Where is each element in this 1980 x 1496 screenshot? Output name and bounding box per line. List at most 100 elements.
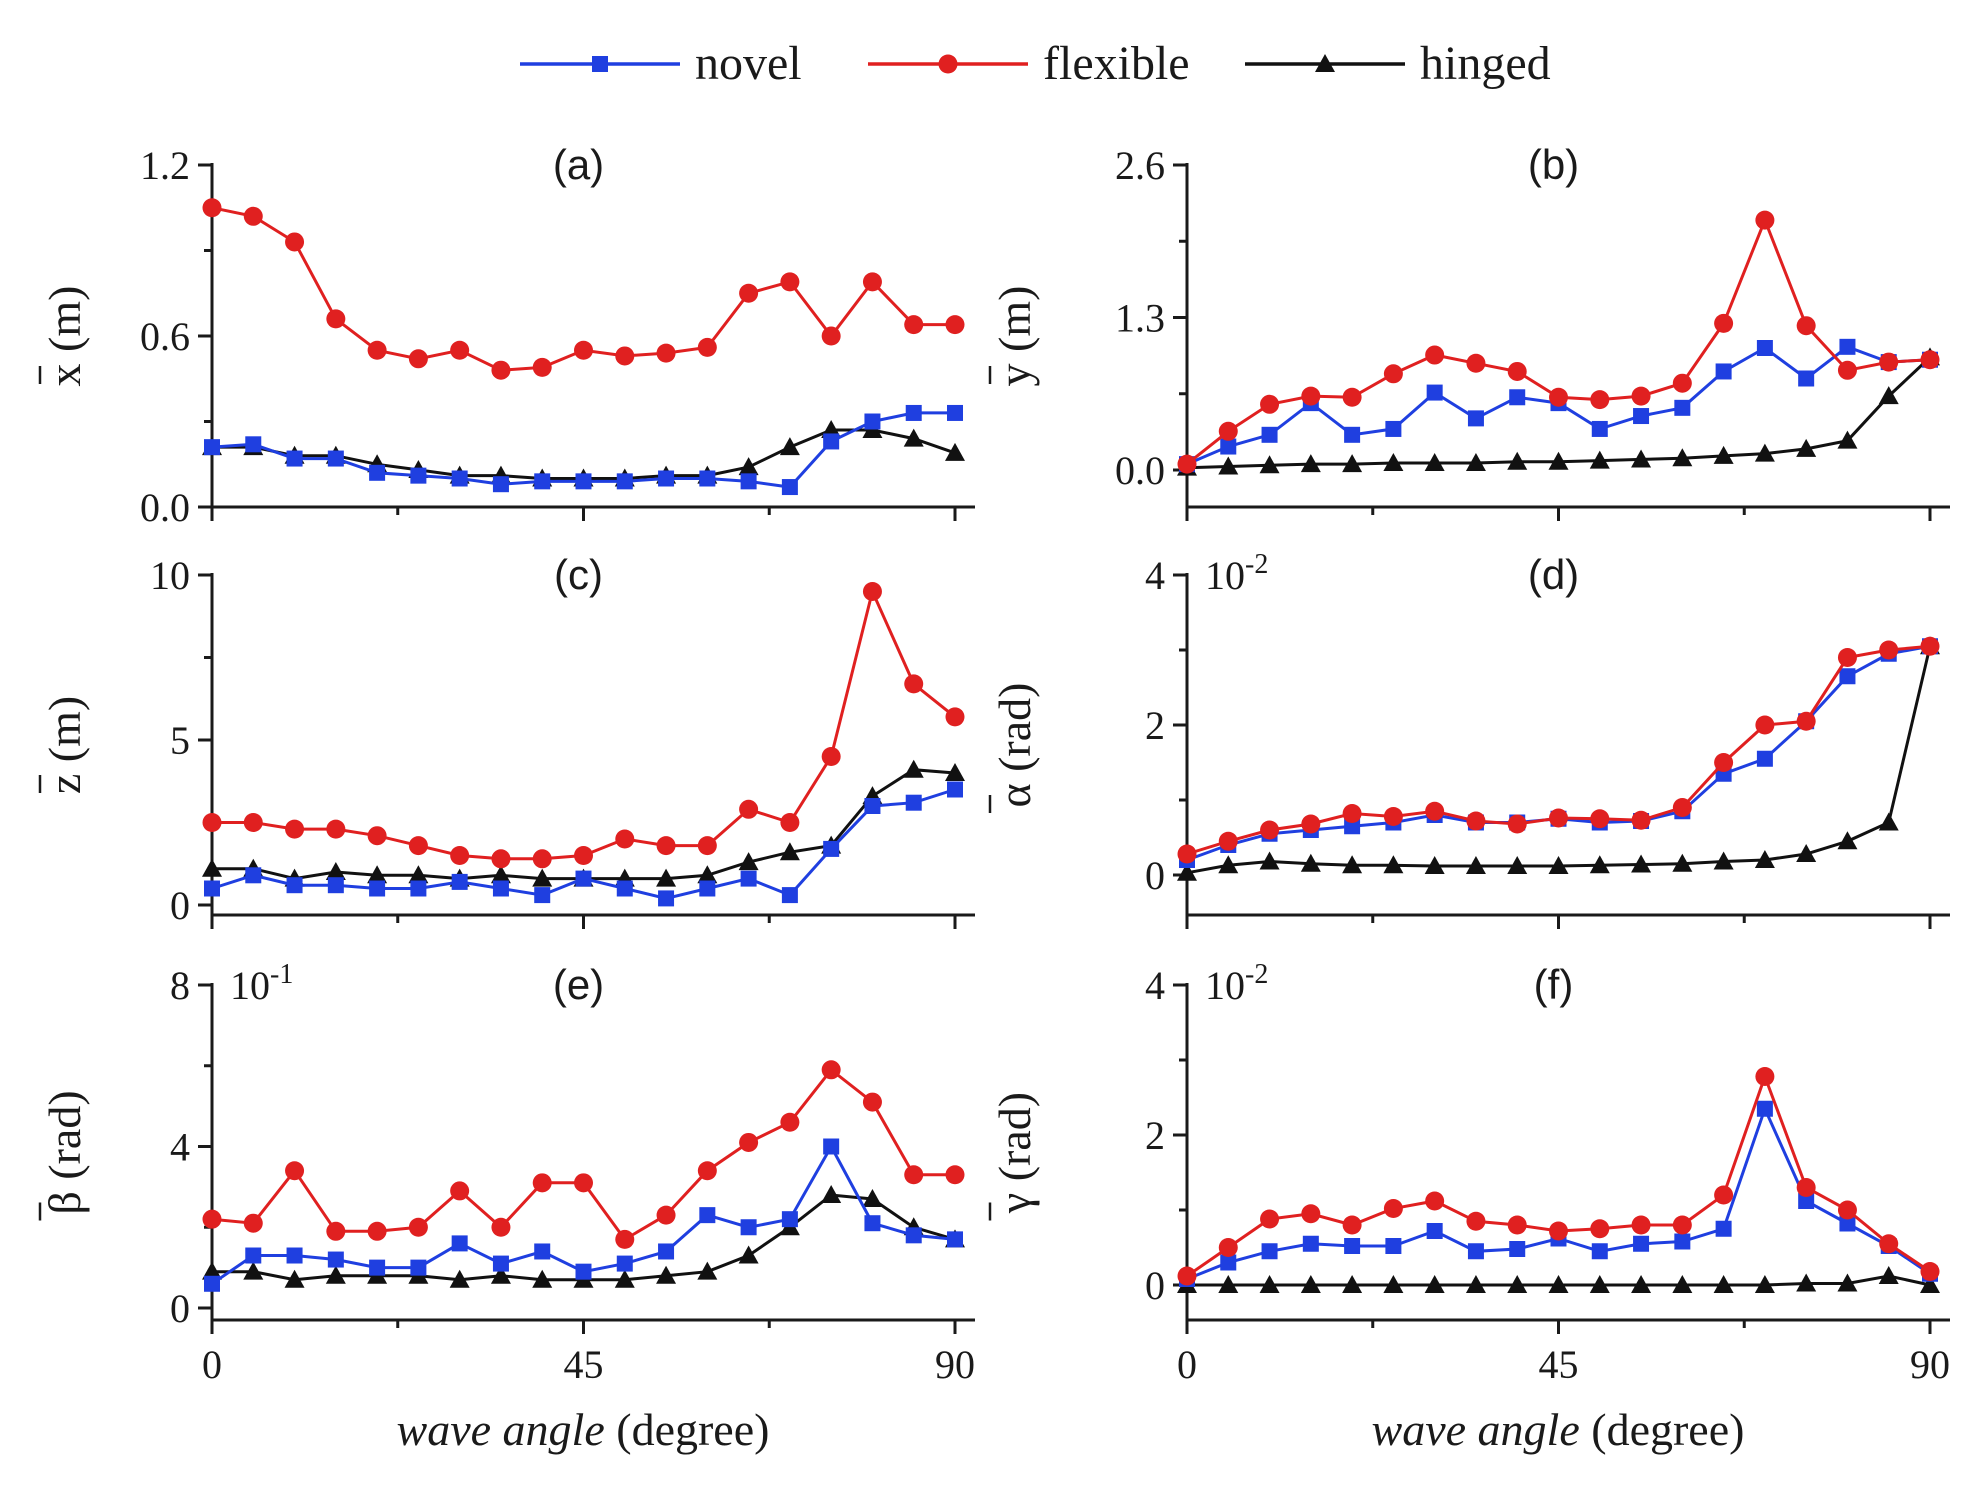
data-point-flexible bbox=[862, 1092, 882, 1112]
data-point-flexible bbox=[1425, 1191, 1445, 1211]
data-point-flexible bbox=[1260, 820, 1280, 840]
data-point-novel bbox=[1385, 1238, 1402, 1254]
data-point-hinged bbox=[697, 1261, 718, 1280]
data-point-novel bbox=[1756, 340, 1773, 356]
data-point-novel bbox=[410, 880, 427, 897]
data-point-flexible bbox=[1425, 801, 1445, 821]
data-point-flexible bbox=[1837, 360, 1857, 380]
data-point-flexible bbox=[326, 309, 346, 329]
data-point-novel bbox=[905, 404, 922, 421]
data-point-novel bbox=[1426, 1223, 1443, 1239]
data-point-flexible bbox=[1590, 1219, 1610, 1239]
data-point-novel bbox=[781, 1211, 798, 1228]
data-point-hinged bbox=[1548, 856, 1569, 874]
data-point-novel bbox=[1591, 420, 1608, 437]
panel-label: (b) bbox=[1528, 141, 1579, 188]
series-hinged bbox=[1177, 347, 1940, 476]
data-point-flexible bbox=[1631, 386, 1651, 406]
data-point-novel bbox=[1756, 750, 1773, 767]
data-point-novel bbox=[864, 413, 881, 430]
data-point-hinged bbox=[532, 1269, 553, 1288]
legend-label-flexible: flexible bbox=[1043, 37, 1190, 90]
data-point-hinged bbox=[1465, 1275, 1486, 1293]
data-point-hinged bbox=[490, 1265, 511, 1284]
series-line-flexible bbox=[211, 1067, 955, 1242]
y-tick-label: 10 bbox=[150, 553, 190, 598]
legend-item-flexible: flexible bbox=[868, 37, 1190, 90]
y-tick-label: 2 bbox=[1145, 703, 1165, 748]
data-point-novel bbox=[1261, 426, 1278, 443]
data-point-novel bbox=[905, 1227, 922, 1244]
data-point-flexible bbox=[1714, 753, 1734, 772]
data-point-hinged bbox=[325, 862, 346, 880]
data-point-hinged bbox=[325, 1265, 346, 1284]
series-line-hinged bbox=[1186, 645, 1932, 875]
data-point-novel bbox=[286, 877, 303, 894]
data-point-flexible bbox=[1755, 1067, 1775, 1086]
data-point-hinged bbox=[1465, 452, 1486, 471]
data-point-flexible bbox=[821, 326, 841, 346]
y-axis-label: α (rad) bbox=[988, 683, 1040, 813]
data-point-hinged bbox=[738, 852, 759, 871]
data-point-flexible bbox=[1920, 1262, 1940, 1281]
y-tick-label: 2 bbox=[1145, 1113, 1165, 1158]
data-point-flexible bbox=[1549, 1221, 1568, 1241]
data-point-flexible bbox=[408, 836, 428, 856]
data-point-flexible bbox=[1342, 1215, 1362, 1235]
data-point-novel bbox=[1344, 426, 1361, 443]
data-point-novel bbox=[1839, 668, 1856, 685]
panel-a: 0.0 0.6 1.2 (a) x (m) bbox=[38, 141, 975, 530]
data-point-flexible bbox=[1507, 1215, 1527, 1235]
y-axis-label-text: β (rad) bbox=[39, 1090, 90, 1214]
data-point-novel bbox=[658, 890, 675, 907]
y-axis-label-text: α (rad) bbox=[989, 683, 1040, 808]
legend-marker-hinged bbox=[1315, 54, 1335, 72]
data-point-flexible bbox=[1383, 807, 1403, 826]
data-point-flexible bbox=[1837, 648, 1857, 667]
data-point-hinged bbox=[1589, 855, 1610, 874]
data-point-hinged bbox=[697, 865, 718, 884]
data-point-flexible bbox=[1879, 1234, 1899, 1254]
series-hinged bbox=[202, 1184, 965, 1288]
series-novel bbox=[204, 1138, 963, 1292]
y-tick-label: 4 bbox=[1145, 553, 1165, 598]
legend: novel flexible hinged bbox=[520, 37, 1551, 90]
data-point-novel bbox=[245, 436, 262, 453]
scale-note: 10-2 bbox=[1205, 959, 1268, 1008]
data-point-novel bbox=[204, 880, 220, 897]
series-hinged bbox=[1177, 1266, 1940, 1293]
data-point-flexible bbox=[1218, 1238, 1238, 1257]
data-point-flexible bbox=[1755, 715, 1775, 735]
data-point-novel bbox=[1302, 1235, 1319, 1252]
data-point-hinged bbox=[1796, 438, 1817, 457]
data-point-novel bbox=[534, 1243, 551, 1260]
data-point-novel bbox=[369, 880, 386, 897]
data-point-novel bbox=[1467, 410, 1484, 427]
data-point-flexible bbox=[1714, 1185, 1734, 1205]
data-point-novel bbox=[616, 880, 633, 897]
y-axis-label: x (m) bbox=[38, 286, 90, 387]
data-point-novel bbox=[823, 433, 840, 450]
data-point-flexible bbox=[408, 349, 428, 369]
data-point-novel bbox=[534, 887, 551, 904]
data-point-hinged bbox=[1672, 448, 1693, 467]
data-point-flexible bbox=[1590, 390, 1610, 410]
data-point-hinged bbox=[1259, 1275, 1280, 1293]
data-point-hinged bbox=[821, 1184, 842, 1203]
data-point-flexible bbox=[1631, 810, 1651, 830]
data-point-novel bbox=[823, 840, 840, 857]
y-axis-label-text: x (m) bbox=[39, 286, 90, 387]
data-point-flexible bbox=[243, 813, 263, 832]
data-point-flexible bbox=[450, 846, 470, 865]
data-point-hinged bbox=[1878, 1266, 1899, 1284]
panels: 0.0 0.6 1.2 (a) x (m) 0.0 1.3 2.6 (b) y (m) 0 5 10 (c… bbox=[38, 141, 1950, 1387]
data-point-novel bbox=[1674, 399, 1691, 416]
data-point-novel bbox=[1220, 1254, 1237, 1271]
y-tick-label: 1.2 bbox=[140, 143, 190, 188]
data-point-flexible bbox=[656, 836, 676, 856]
data-point-hinged bbox=[779, 437, 800, 456]
panel-label: (d) bbox=[1528, 551, 1579, 598]
data-point-flexible bbox=[202, 198, 222, 218]
data-point-flexible bbox=[1796, 711, 1816, 731]
data-point-flexible bbox=[1425, 345, 1445, 365]
